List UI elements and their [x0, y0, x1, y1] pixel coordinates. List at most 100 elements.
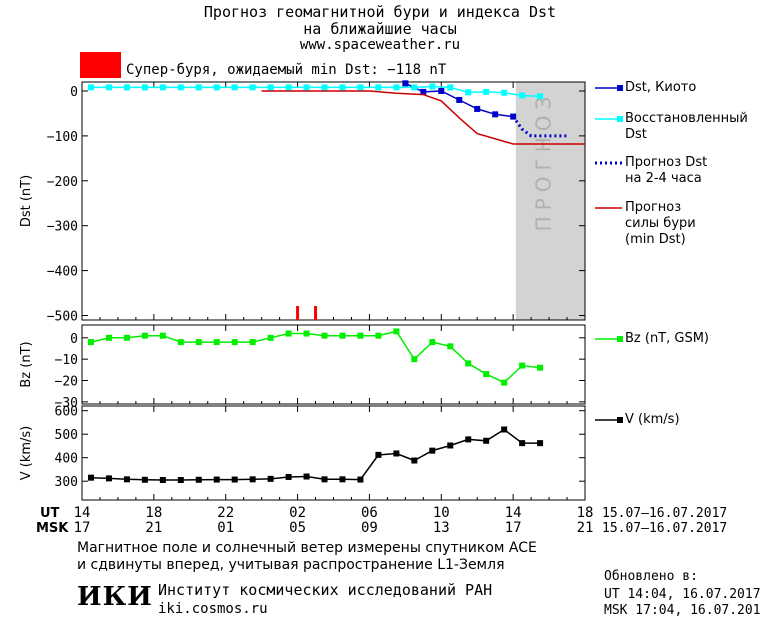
- institute-url[interactable]: iki.cosmos.ru: [158, 601, 268, 617]
- forecast-label: ПРОГНОЗ: [531, 91, 555, 232]
- x-tick-label-msk-4: 09: [361, 520, 378, 536]
- site-url[interactable]: www.spaceweather.ru: [299, 37, 461, 53]
- point-2-0-24: [519, 440, 526, 447]
- legend-storm-label2: силы бури: [625, 216, 696, 231]
- updated-msk: MSK 17:04, 16.07.2017: [604, 603, 760, 618]
- point-1-0-24: [519, 362, 526, 369]
- point-2-0-17: [393, 450, 400, 457]
- ytick-label-0-5: −500: [47, 310, 78, 325]
- point-1-0-8: [231, 339, 238, 346]
- point-dst-1-12: [303, 84, 310, 91]
- point-2-0-18: [411, 457, 418, 464]
- x-tick-label-msk-7: 21: [577, 520, 594, 536]
- point-dst-0-4: [474, 105, 481, 112]
- point-1-0-21: [465, 360, 472, 367]
- x-tick-label-ut-2: 22: [217, 505, 234, 521]
- ytick-label-0-3: −300: [47, 220, 78, 235]
- point-dst-0-1: [420, 88, 427, 95]
- point-dst-0-0: [402, 80, 409, 87]
- series-line-1-0: [90, 330, 541, 384]
- forecast-region: [515, 82, 585, 320]
- legend-dst-forecast-label2: на 2-4 часа: [625, 171, 702, 186]
- point-2-0-10: [267, 475, 274, 482]
- legend-sample-dst-recon-marker: [617, 116, 623, 122]
- series-line-dst-2: [511, 115, 567, 138]
- point-2-0-12: [303, 473, 310, 480]
- point-1-0-6: [195, 339, 202, 346]
- point-2-0-7: [213, 476, 220, 483]
- institute-name: Институт космических исследований РАН: [158, 581, 493, 599]
- point-2-0-16: [375, 451, 382, 458]
- point-dst-1-16: [375, 84, 382, 91]
- ytick-label-0-1: −100: [47, 130, 78, 145]
- legend-bz-label: Bz (nT, GSM): [625, 331, 710, 346]
- x-tick-label-ut-6: 14: [505, 505, 522, 521]
- x-axis-msk-label: MSK: [36, 521, 69, 536]
- legend-v-label: V (km/s): [625, 412, 680, 427]
- legend-sample-v-marker: [617, 417, 623, 423]
- point-2-0-9: [249, 476, 256, 483]
- point-2-0-19: [429, 447, 436, 454]
- point-dst-1-5: [177, 84, 184, 91]
- point-dst-1-22: [483, 88, 490, 95]
- point-1-0-13: [321, 332, 328, 339]
- ytick-label-2-3: 600: [55, 405, 78, 420]
- legend-dst-kyoto-label: Dst, Киото: [625, 80, 697, 95]
- y-axis-label-2: V (km/s): [19, 426, 34, 481]
- point-dst-1-10: [267, 84, 274, 91]
- point-2-0-23: [501, 426, 508, 433]
- point-1-0-15: [357, 332, 364, 339]
- point-1-0-1: [105, 334, 112, 341]
- chart-subtitle: на ближайшие часы: [303, 20, 457, 38]
- point-2-0-0: [87, 474, 94, 481]
- ytick-label-1-1: −10: [55, 353, 78, 368]
- ytick-label-2-1: 400: [55, 452, 78, 467]
- updated-label: Обновлено в:: [604, 569, 698, 584]
- y-axis-label-1: Bz (nT): [19, 341, 34, 387]
- point-dst-1-23: [501, 89, 508, 96]
- point-2-0-25: [537, 440, 544, 447]
- point-dst-1-13: [321, 84, 328, 91]
- point-dst-1-3: [141, 84, 148, 91]
- ytick-label-2-0: 300: [55, 475, 78, 490]
- point-1-0-19: [429, 339, 436, 346]
- x-tick-label-msk-3: 05: [289, 520, 306, 536]
- point-1-0-22: [483, 371, 490, 378]
- point-2-0-6: [195, 476, 202, 483]
- footer-note-2: и сдвинуты вперед, учитывая распростране…: [77, 557, 505, 573]
- point-1-0-2: [123, 334, 130, 341]
- point-1-0-20: [447, 343, 454, 350]
- point-2-0-20: [447, 442, 454, 449]
- legend-dst-recon-label2: Dst: [625, 127, 647, 142]
- x-tick-label-ut-5: 10: [433, 505, 450, 521]
- point-2-0-2: [123, 476, 130, 483]
- point-1-0-25: [537, 364, 544, 371]
- point-1-0-10: [267, 334, 274, 341]
- point-dst-1-19: [429, 83, 436, 90]
- point-2-0-13: [321, 476, 328, 483]
- point-1-0-17: [393, 328, 400, 335]
- x-tick-label-ut-1: 18: [145, 505, 162, 521]
- point-1-0-11: [285, 330, 292, 337]
- legend-sample-bz-marker: [617, 336, 623, 342]
- legend-dst-recon-label1: Восстановленный: [625, 111, 748, 126]
- point-dst-1-17: [393, 84, 400, 91]
- point-dst-1-0: [87, 84, 94, 91]
- point-1-0-3: [141, 332, 148, 339]
- point-dst-1-11: [285, 84, 292, 91]
- point-dst-1-2: [123, 84, 130, 91]
- point-dst-1-14: [339, 84, 346, 91]
- point-2-0-8: [231, 476, 238, 483]
- legend-storm-label1: Прогноз: [625, 200, 682, 215]
- updated-ut: UT 14:04, 16.07.2017: [604, 587, 760, 602]
- point-dst-1-7: [213, 84, 220, 91]
- point-1-0-9: [249, 339, 256, 346]
- point-1-0-5: [177, 339, 184, 346]
- y-axis-label-0: Dst (nT): [19, 175, 34, 227]
- x-tick-label-ut-7: 18: [577, 505, 594, 521]
- point-dst-0-3: [456, 96, 463, 103]
- point-dst-1-8: [231, 84, 238, 91]
- x-tick-label-ut-4: 06: [361, 505, 378, 521]
- ytick-label-0-4: −400: [47, 265, 78, 280]
- point-2-0-15: [357, 476, 364, 483]
